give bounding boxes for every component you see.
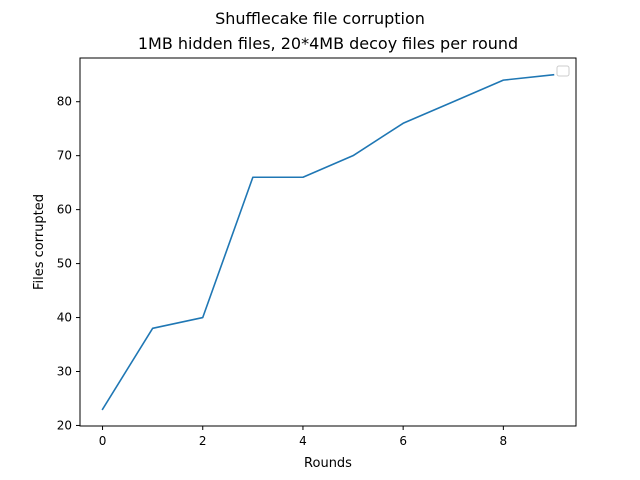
x-tick-label: 6 <box>399 434 407 448</box>
y-tick-label: 70 <box>57 149 72 163</box>
x-tick-label: 2 <box>199 434 207 448</box>
chart-title: Shufflecake file corruption <box>215 9 425 28</box>
y-axis-label: Files corrupted <box>32 194 47 290</box>
series-line <box>101 73 555 411</box>
y-tick-label: 30 <box>57 365 72 379</box>
y-tick-label: 80 <box>57 95 72 109</box>
axes-frame <box>79 57 577 427</box>
y-tick-label: 20 <box>57 418 72 432</box>
x-tick-label: 4 <box>299 434 307 448</box>
legend-box <box>556 65 570 77</box>
x-tick-label: 0 <box>99 434 107 448</box>
y-tick-label: 50 <box>57 257 72 271</box>
x-tick-label: 8 <box>500 434 508 448</box>
y-tick-label: 60 <box>57 203 72 217</box>
plot-area <box>101 73 555 411</box>
x-axis-label: Rounds <box>304 456 352 471</box>
tick-group: 0 2 4 6 8 20 30 40 50 60 70 80 <box>57 95 507 448</box>
chart-subtitle: 1MB hidden files, 20*4MB decoy files per… <box>138 34 518 53</box>
y-tick-label: 40 <box>57 311 72 325</box>
